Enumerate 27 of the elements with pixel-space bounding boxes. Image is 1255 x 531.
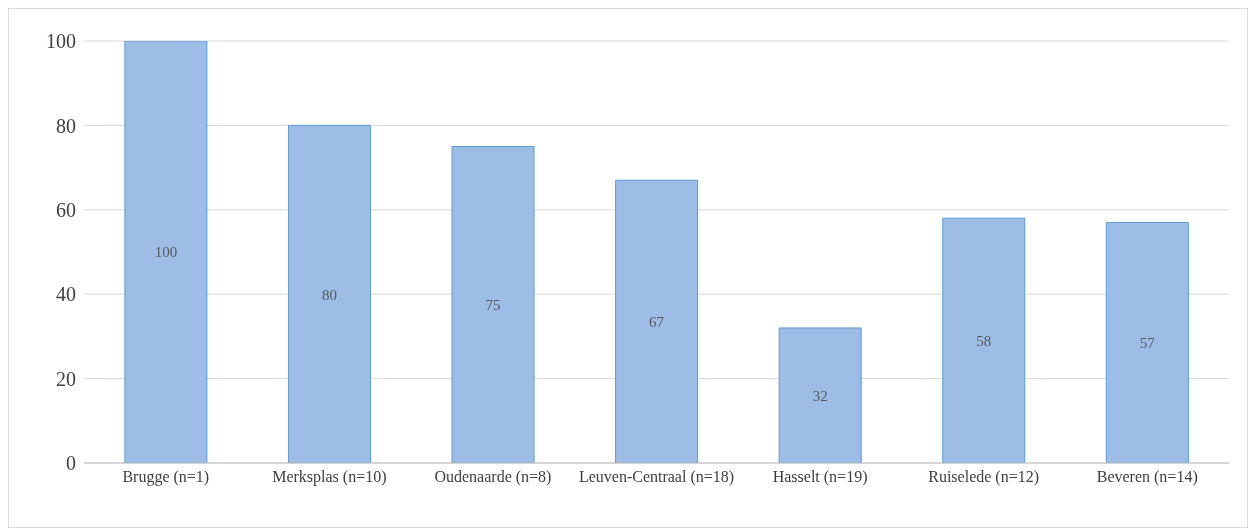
data-label: 75 [485, 297, 501, 314]
x-tick-label: Hasselt (n=19) [772, 468, 868, 487]
y-tick-label: 60 [56, 198, 76, 221]
x-tick-label: Oudenaarde (n=8) [434, 468, 552, 487]
data-label: 100 [154, 244, 178, 261]
bar [942, 217, 1026, 463]
bar [287, 124, 371, 463]
y-tick-label: 100 [46, 30, 76, 53]
x-tick-label: Merksplas (n=10) [272, 468, 387, 487]
bar [615, 179, 699, 463]
data-label: 32 [812, 387, 828, 404]
x-tick-label: Beveren (n=14) [1096, 468, 1198, 487]
x-tick-label: Leuven-Centraal (n=18) [578, 468, 735, 487]
bar [451, 146, 535, 463]
x-tick-label: Ruiselede (n=12) [928, 468, 1040, 487]
y-tick-label: 80 [56, 114, 76, 137]
data-label: 57 [1139, 335, 1156, 352]
x-tick-label: Brugge (n=1) [122, 468, 210, 487]
y-tick-label: 0 [66, 452, 76, 475]
y-tick-label: 40 [56, 283, 76, 306]
y-tick-label: 20 [56, 367, 76, 390]
bar [778, 327, 862, 463]
data-label: 80 [321, 286, 337, 303]
bar [1105, 221, 1189, 463]
data-label: 67 [649, 313, 665, 330]
data-label: 58 [976, 332, 992, 349]
bar [124, 41, 208, 463]
